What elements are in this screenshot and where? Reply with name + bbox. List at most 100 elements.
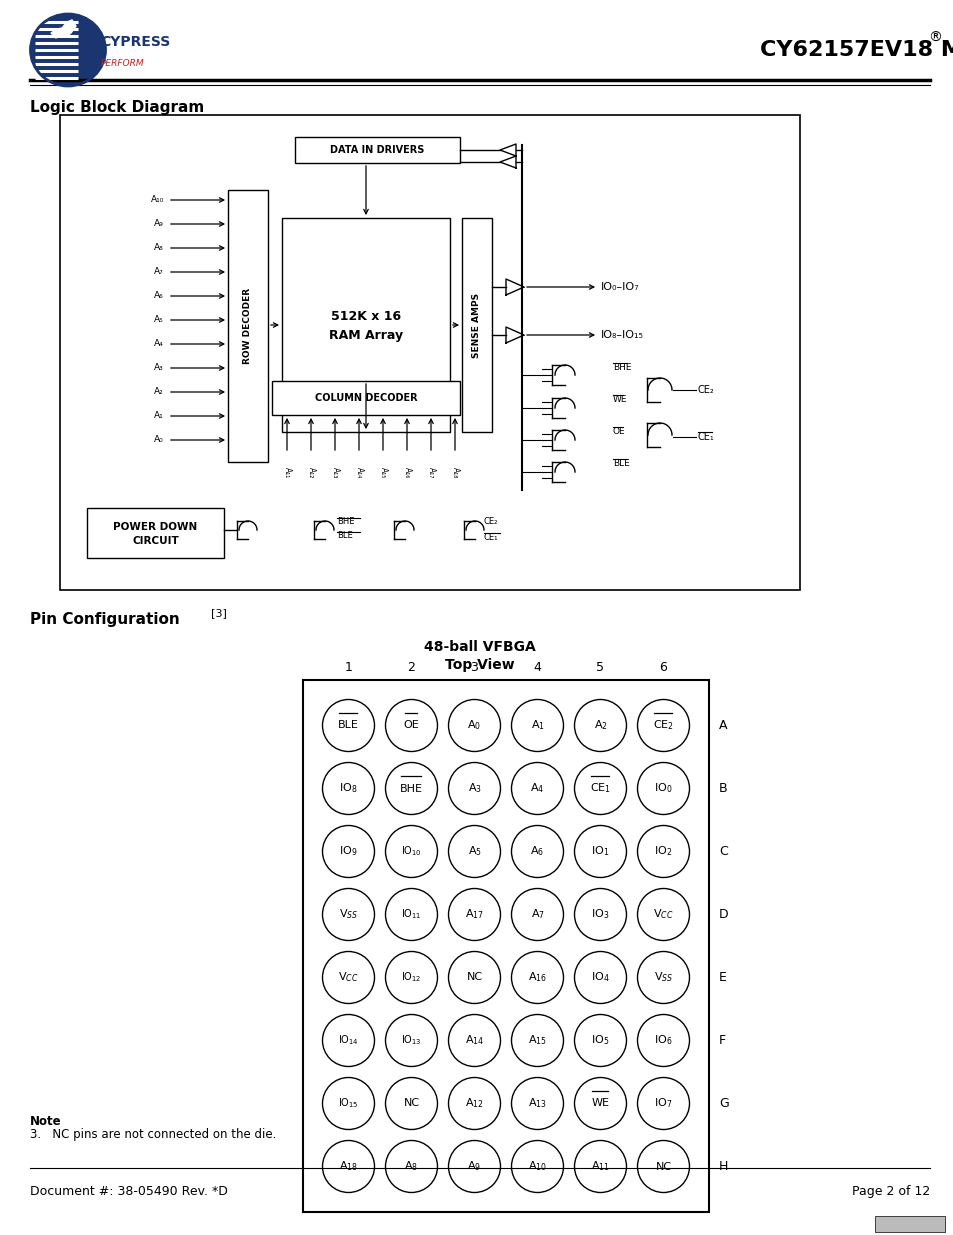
Text: A$_{14}$: A$_{14}$ — [464, 1034, 483, 1047]
Text: 5: 5 — [596, 661, 604, 674]
Text: V$_{SS}$: V$_{SS}$ — [653, 971, 673, 984]
Text: A₁₈: A₁₈ — [450, 467, 459, 478]
Text: A₁: A₁ — [154, 411, 164, 420]
Text: A$_{5}$: A$_{5}$ — [467, 845, 481, 858]
Text: A$_{7}$: A$_{7}$ — [530, 908, 544, 921]
Text: A₉: A₉ — [154, 220, 164, 228]
Text: ®: ® — [927, 31, 941, 44]
Text: A₀: A₀ — [154, 436, 164, 445]
Text: Note: Note — [30, 1115, 62, 1128]
Text: IO$_{1}$: IO$_{1}$ — [591, 845, 609, 858]
Text: 3: 3 — [470, 661, 478, 674]
Text: 512K x 16: 512K x 16 — [331, 310, 400, 324]
Text: IO$_{15}$: IO$_{15}$ — [337, 1097, 358, 1110]
Text: BHE: BHE — [613, 363, 631, 373]
Text: POWER DOWN: POWER DOWN — [113, 522, 197, 532]
Text: A$_{12}$: A$_{12}$ — [465, 1097, 483, 1110]
Text: A₂: A₂ — [154, 388, 164, 396]
Text: BLE: BLE — [337, 720, 358, 730]
Text: A₁₇: A₁₇ — [426, 467, 435, 478]
Text: [3]: [3] — [211, 608, 227, 618]
Text: CE₁: CE₁ — [483, 532, 498, 541]
Text: A₅: A₅ — [154, 315, 164, 325]
Text: SENSE AMPS: SENSE AMPS — [472, 293, 481, 358]
Text: A$_{6}$: A$_{6}$ — [530, 845, 544, 858]
Text: BLE: BLE — [336, 531, 353, 541]
Text: 2: 2 — [407, 661, 415, 674]
Text: Top View: Top View — [445, 658, 515, 672]
Bar — [228, 190, 268, 462]
Text: A$_{10}$: A$_{10}$ — [527, 1160, 546, 1173]
Text: IO₈–IO₁₅: IO₈–IO₁₅ — [600, 330, 643, 340]
Bar — [294, 137, 459, 163]
Text: BHE: BHE — [399, 783, 422, 794]
Text: 4: 4 — [533, 661, 541, 674]
Text: A$_{2}$: A$_{2}$ — [593, 719, 607, 732]
Text: IO$_{6}$: IO$_{6}$ — [654, 1034, 672, 1047]
Text: 48-ball VFBGA: 48-ball VFBGA — [424, 640, 536, 655]
Text: A₇: A₇ — [154, 268, 164, 277]
Text: A$_{16}$: A$_{16}$ — [527, 971, 546, 984]
Text: A$_{15}$: A$_{15}$ — [528, 1034, 546, 1047]
Text: G: G — [719, 1097, 728, 1110]
Bar — [272, 382, 459, 415]
Text: IO$_{9}$: IO$_{9}$ — [339, 845, 357, 858]
Text: A₁₁: A₁₁ — [282, 467, 292, 478]
Text: OE: OE — [403, 720, 419, 730]
Text: E: E — [719, 971, 726, 984]
Text: NC: NC — [655, 1161, 671, 1172]
Text: C: C — [719, 845, 727, 858]
Text: IO$_{5}$: IO$_{5}$ — [591, 1034, 609, 1047]
Polygon shape — [51, 20, 76, 38]
Text: A₄: A₄ — [154, 340, 164, 348]
Text: Logic Block Diagram: Logic Block Diagram — [30, 100, 204, 115]
Text: F: F — [719, 1034, 725, 1047]
Text: DATA IN DRIVERS: DATA IN DRIVERS — [330, 144, 424, 156]
Text: A₁₅: A₁₅ — [378, 467, 387, 478]
Text: COLUMN DECODER: COLUMN DECODER — [314, 393, 416, 403]
Text: A₆: A₆ — [154, 291, 164, 300]
Text: A₁₄: A₁₄ — [355, 467, 363, 478]
Text: A$_{11}$: A$_{11}$ — [591, 1160, 609, 1173]
Text: PERFORM: PERFORM — [101, 59, 145, 68]
Text: A₁₆: A₁₆ — [402, 467, 411, 478]
Text: A$_{4}$: A$_{4}$ — [530, 782, 544, 795]
Text: Document #: 38-05490 Rev. *D: Document #: 38-05490 Rev. *D — [30, 1186, 228, 1198]
Text: IO₀–IO₇: IO₀–IO₇ — [600, 282, 639, 291]
Text: RAM Array: RAM Array — [329, 329, 402, 342]
Text: A₁₀: A₁₀ — [151, 195, 164, 205]
Text: A$_{17}$: A$_{17}$ — [464, 908, 483, 921]
Text: BHE: BHE — [336, 517, 355, 526]
Text: D: D — [719, 908, 728, 921]
Text: CE$_1$: CE$_1$ — [589, 782, 611, 795]
Text: V$_{CC}$: V$_{CC}$ — [653, 908, 673, 921]
Text: IO$_{10}$: IO$_{10}$ — [400, 845, 421, 858]
Bar — [60, 115, 800, 590]
Text: B: B — [719, 782, 727, 795]
Ellipse shape — [30, 14, 106, 86]
Text: IO$_{0}$: IO$_{0}$ — [654, 782, 672, 795]
Bar — [874, 1216, 944, 1233]
Text: NC: NC — [403, 1098, 419, 1109]
Text: CE₁: CE₁ — [698, 432, 714, 442]
Text: IO$_{13}$: IO$_{13}$ — [400, 1034, 421, 1047]
Text: A$_{8}$: A$_{8}$ — [404, 1160, 418, 1173]
Text: BLE: BLE — [613, 459, 629, 468]
Text: CIRCUIT: CIRCUIT — [132, 536, 178, 546]
Text: V$_{SS}$: V$_{SS}$ — [338, 908, 357, 921]
Text: H: H — [719, 1160, 727, 1173]
Text: CE$_2$: CE$_2$ — [652, 719, 674, 732]
Text: 1: 1 — [344, 661, 352, 674]
Text: ROW DECODER: ROW DECODER — [243, 288, 253, 364]
Bar — [282, 219, 450, 432]
Text: WE: WE — [613, 395, 627, 405]
Text: IO$_{2}$: IO$_{2}$ — [654, 845, 672, 858]
Text: OE: OE — [613, 427, 625, 436]
Bar — [303, 680, 708, 1212]
Text: CE₂: CE₂ — [483, 517, 497, 526]
Text: IO$_{14}$: IO$_{14}$ — [337, 1034, 358, 1047]
Text: A₈: A₈ — [154, 243, 164, 252]
Text: 3.   NC pins are not connected on the die.: 3. NC pins are not connected on the die. — [30, 1128, 276, 1141]
Text: A$_{18}$: A$_{18}$ — [338, 1160, 357, 1173]
Text: CY62157EV18 MoBL: CY62157EV18 MoBL — [760, 40, 953, 61]
